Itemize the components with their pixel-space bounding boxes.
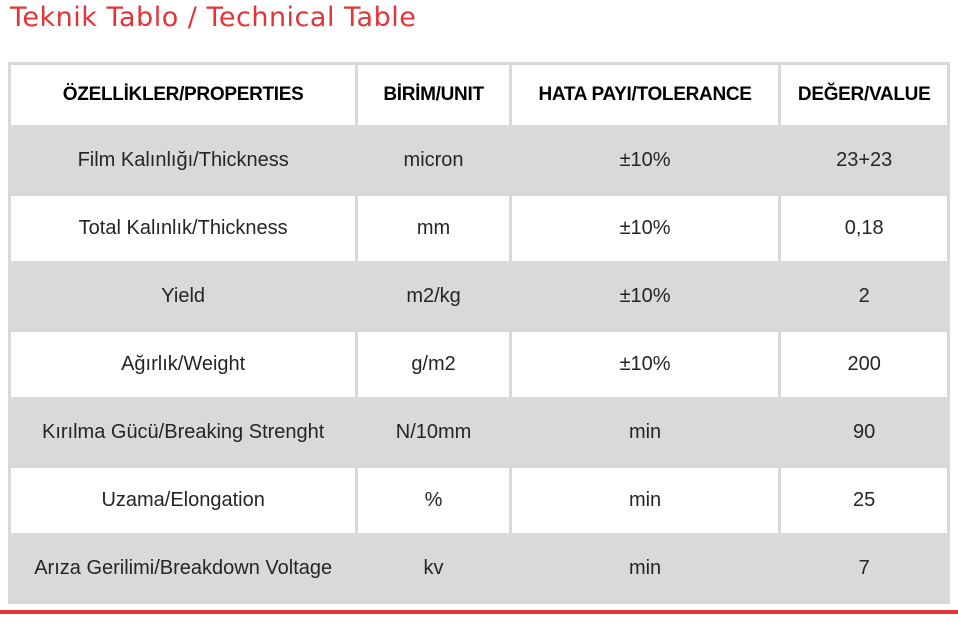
cell-property: Ağırlık/Weight [11, 332, 356, 397]
column-header-properties: ÖZELLİKLER/PROPERTIES [11, 65, 356, 125]
page-title: Teknik Tablo / Technical Table [10, 2, 417, 33]
cell-tolerance: ±10% [511, 196, 779, 261]
cell-tolerance: min [511, 468, 779, 533]
cell-property: Arıza Gerilimi/Breakdown Voltage [11, 536, 356, 601]
column-header-tolerance: HATA PAYI/TOLERANCE [511, 65, 779, 125]
cell-value: 23+23 [781, 128, 947, 193]
table-row: Uzama/Elongation % min 25 [11, 468, 947, 533]
cell-unit: m2/kg [358, 264, 509, 329]
red-divider-line [0, 610, 958, 614]
cell-property: Film Kalınlığı/Thickness [11, 128, 356, 193]
column-header-unit: BİRİM/UNIT [358, 65, 509, 125]
cell-property: Total Kalınlık/Thickness [11, 196, 356, 261]
cell-value: 200 [781, 332, 947, 397]
cell-value: 0,18 [781, 196, 947, 261]
table-row: Film Kalınlığı/Thickness micron ±10% 23+… [11, 128, 947, 193]
technical-table: ÖZELLİKLER/PROPERTIES BİRİM/UNIT HATA PA… [8, 62, 950, 604]
table-row: Kırılma Gücü/Breaking Strenght N/10mm mi… [11, 400, 947, 465]
cell-property: Kırılma Gücü/Breaking Strenght [11, 400, 356, 465]
table-row: Ağırlık/Weight g/m2 ±10% 200 [11, 332, 947, 397]
table-row: Yield m2/kg ±10% 2 [11, 264, 947, 329]
table-header-row: ÖZELLİKLER/PROPERTIES BİRİM/UNIT HATA PA… [11, 65, 947, 125]
cell-unit: g/m2 [358, 332, 509, 397]
cell-tolerance: ±10% [511, 128, 779, 193]
cell-value: 2 [781, 264, 947, 329]
cell-value: 25 [781, 468, 947, 533]
cell-value: 90 [781, 400, 947, 465]
cell-value: 7 [781, 536, 947, 601]
cell-unit: N/10mm [358, 400, 509, 465]
cell-unit: mm [358, 196, 509, 261]
cell-tolerance: ±10% [511, 332, 779, 397]
cell-property: Uzama/Elongation [11, 468, 356, 533]
cell-tolerance: min [511, 400, 779, 465]
cell-unit: % [358, 468, 509, 533]
cell-tolerance: min [511, 536, 779, 601]
cell-tolerance: ±10% [511, 264, 779, 329]
cell-unit: kv [358, 536, 509, 601]
column-header-value: DEĞER/VALUE [781, 65, 947, 125]
cell-property: Yield [11, 264, 356, 329]
table-row: Arıza Gerilimi/Breakdown Voltage kv min … [11, 536, 947, 601]
cell-unit: micron [358, 128, 509, 193]
table-row: Total Kalınlık/Thickness mm ±10% 0,18 [11, 196, 947, 261]
